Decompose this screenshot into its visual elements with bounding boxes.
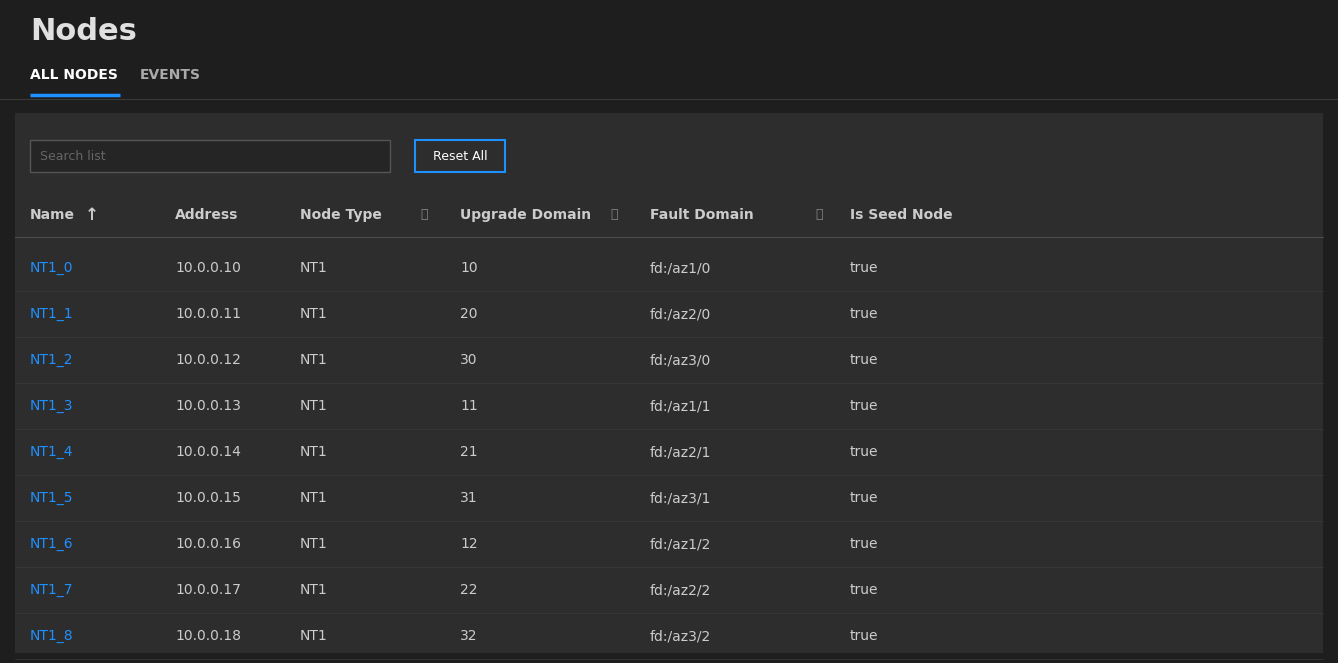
Text: Node Type: Node Type [300, 208, 381, 222]
Text: fd:/az3/0: fd:/az3/0 [650, 353, 712, 367]
Text: 10.0.0.17: 10.0.0.17 [175, 583, 241, 597]
Text: Upgrade Domain: Upgrade Domain [460, 208, 591, 222]
Text: 32: 32 [460, 629, 478, 643]
Text: NT1: NT1 [300, 353, 328, 367]
Text: Nodes: Nodes [29, 17, 136, 46]
Text: fd:/az1/0: fd:/az1/0 [650, 261, 712, 275]
Text: true: true [850, 353, 879, 367]
Text: 22: 22 [460, 583, 478, 597]
Text: Fault Domain: Fault Domain [650, 208, 753, 222]
Text: true: true [850, 491, 879, 505]
Text: NT1_1: NT1_1 [29, 307, 74, 321]
Text: ⛛: ⛛ [610, 208, 618, 221]
Text: true: true [850, 307, 879, 321]
Bar [15, 113, 1323, 653]
Text: 10.0.0.15: 10.0.0.15 [175, 491, 241, 505]
Text: fd:/az3/2: fd:/az3/2 [650, 629, 712, 643]
Text: NT1: NT1 [300, 399, 328, 413]
Text: Address: Address [175, 208, 238, 222]
Text: Name: Name [29, 208, 75, 222]
Text: Is Seed Node: Is Seed Node [850, 208, 953, 222]
Text: NT1: NT1 [300, 583, 328, 597]
Text: fd:/az1/1: fd:/az1/1 [650, 399, 712, 413]
Bar [29, 140, 389, 172]
Text: NT1_5: NT1_5 [29, 491, 74, 505]
Text: NT1_0: NT1_0 [29, 261, 74, 275]
Text: NT1_2: NT1_2 [29, 353, 74, 367]
Text: 12: 12 [460, 537, 478, 551]
Text: 10.0.0.18: 10.0.0.18 [175, 629, 241, 643]
Text: 20: 20 [460, 307, 478, 321]
Text: 21: 21 [460, 445, 478, 459]
Text: NT1: NT1 [300, 629, 328, 643]
Text: 10.0.0.13: 10.0.0.13 [175, 399, 241, 413]
Text: 10.0.0.10: 10.0.0.10 [175, 261, 241, 275]
Text: NT1: NT1 [300, 261, 328, 275]
Text: 10.0.0.11: 10.0.0.11 [175, 307, 241, 321]
Text: NT1_6: NT1_6 [29, 537, 74, 551]
Text: ALL NODES: ALL NODES [29, 68, 118, 82]
Text: ⛛: ⛛ [815, 208, 823, 221]
Text: fd:/az2/1: fd:/az2/1 [650, 445, 712, 459]
Text: ⛛: ⛛ [420, 208, 428, 221]
Text: NT1: NT1 [300, 445, 328, 459]
Bar [415, 140, 504, 172]
Text: true: true [850, 399, 879, 413]
Text: NT1: NT1 [300, 307, 328, 321]
Text: NT1: NT1 [300, 491, 328, 505]
Text: true: true [850, 583, 879, 597]
Text: NT1_7: NT1_7 [29, 583, 74, 597]
Text: true: true [850, 537, 879, 551]
Text: true: true [850, 629, 879, 643]
Text: fd:/az1/2: fd:/az1/2 [650, 537, 712, 551]
Text: Search list: Search list [40, 149, 106, 162]
Text: 10.0.0.14: 10.0.0.14 [175, 445, 241, 459]
Text: 30: 30 [460, 353, 478, 367]
Text: true: true [850, 445, 879, 459]
Text: 10: 10 [460, 261, 478, 275]
Text: fd:/az2/0: fd:/az2/0 [650, 307, 712, 321]
Text: ↑: ↑ [86, 206, 99, 224]
Text: 11: 11 [460, 399, 478, 413]
Text: true: true [850, 261, 879, 275]
Text: 10.0.0.16: 10.0.0.16 [175, 537, 241, 551]
Text: EVENTS: EVENTS [140, 68, 201, 82]
Text: Reset All: Reset All [432, 149, 487, 162]
Text: NT1_4: NT1_4 [29, 445, 74, 459]
Text: NT1_8: NT1_8 [29, 629, 74, 643]
Text: NT1_3: NT1_3 [29, 399, 74, 413]
Text: 10.0.0.12: 10.0.0.12 [175, 353, 241, 367]
Text: NT1: NT1 [300, 537, 328, 551]
Text: fd:/az3/1: fd:/az3/1 [650, 491, 712, 505]
Text: 31: 31 [460, 491, 478, 505]
Text: fd:/az2/2: fd:/az2/2 [650, 583, 712, 597]
